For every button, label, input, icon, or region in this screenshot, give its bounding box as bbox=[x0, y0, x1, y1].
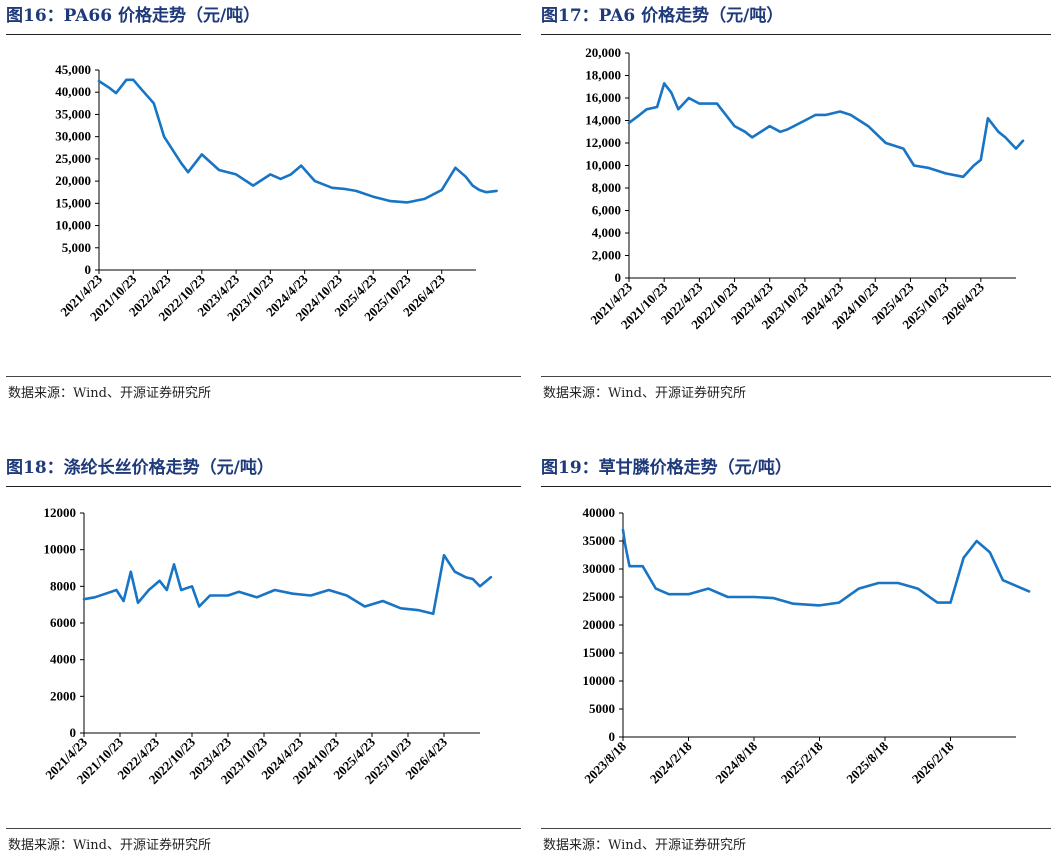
panel-polyester: 图18：涤纶长丝价格走势（元/吨） 0 2000 4000 6000 8000 10000… bbox=[6, 456, 521, 856]
title-rule bbox=[6, 34, 521, 35]
chart-title: 图17：PA6 价格走势（元/吨） bbox=[541, 6, 784, 26]
y-tick-label: 15000 bbox=[583, 645, 616, 660]
source-note: 数据来源：Wind、开源证券研究所 bbox=[543, 386, 746, 401]
x-tick-label: 2025/2/18 bbox=[778, 738, 826, 786]
chart-title: 图18：涤纶长丝价格走势（元/吨） bbox=[6, 458, 274, 478]
panel-pa6: 图17：PA6 价格走势（元/吨） 0 2,000 4,000 6,000 8,000 1… bbox=[541, 4, 1051, 404]
x-tick-label: 2024/8/18 bbox=[712, 738, 760, 786]
y-tick-label: 6000 bbox=[50, 615, 76, 630]
y-tick-label: 12000 bbox=[44, 505, 77, 520]
line-chart-pa6: 0 2,000 4,000 6,000 8,000 10,000 12,000 14,000 1… bbox=[585, 45, 1025, 332]
line-chart-glyphosate: 0 5000 10000 15000 20000 25000 30000 35000 40000… bbox=[581, 505, 1031, 786]
title-rule bbox=[541, 486, 1051, 487]
price-series-line bbox=[621, 528, 1031, 607]
y-tick-label: 5000 bbox=[589, 701, 615, 716]
y-tick-label: 16,000 bbox=[585, 90, 621, 105]
price-series-line bbox=[97, 78, 498, 204]
y-tick-label: 2000 bbox=[50, 688, 76, 703]
y-tick-label: 10000 bbox=[44, 542, 77, 557]
chart-title: 图19：草甘膦价格走势（元/吨） bbox=[541, 458, 792, 478]
y-tick-label: 35,000 bbox=[55, 106, 91, 121]
y-tick-label: 0 bbox=[609, 729, 616, 744]
y-tick-label: 14,000 bbox=[585, 113, 621, 128]
y-tick-label: 25000 bbox=[583, 589, 616, 604]
y-tick-label: 20000 bbox=[583, 617, 616, 632]
y-tick-label: 0 bbox=[615, 270, 622, 285]
y-tick-label: 4000 bbox=[50, 652, 76, 667]
y-tick-label: 20,000 bbox=[55, 173, 91, 188]
source-note: 数据来源：Wind、开源证券研究所 bbox=[543, 838, 746, 853]
y-tick-label: 15,000 bbox=[55, 195, 91, 210]
source-rule bbox=[6, 828, 521, 829]
price-series-line bbox=[627, 82, 1025, 179]
title-rule bbox=[541, 34, 1051, 35]
x-tick-label: 2025/8/18 bbox=[843, 738, 891, 786]
y-tick-label: 12,000 bbox=[585, 135, 621, 150]
y-tick-label: 35000 bbox=[583, 533, 616, 548]
y-tick-label: 25,000 bbox=[55, 151, 91, 166]
y-tick-label: 30000 bbox=[583, 561, 616, 576]
y-tick-label: 0 bbox=[85, 262, 92, 277]
y-tick-label: 6,000 bbox=[592, 203, 621, 218]
y-tick-label: 20,000 bbox=[585, 45, 621, 60]
y-tick-label: 40000 bbox=[583, 505, 616, 520]
source-rule bbox=[6, 376, 521, 377]
y-tick-label: 10,000 bbox=[55, 218, 91, 233]
y-tick-label: 0 bbox=[70, 725, 77, 740]
y-tick-label: 10,000 bbox=[585, 158, 621, 173]
x-tick-label: 2024/2/18 bbox=[647, 738, 695, 786]
y-tick-label: 45,000 bbox=[55, 62, 91, 77]
source-note: 数据来源：Wind、开源证券研究所 bbox=[8, 838, 211, 853]
source-note: 数据来源：Wind、开源证券研究所 bbox=[8, 386, 211, 401]
line-chart-polyester: 0200040006000800010000120002021/4/232021… bbox=[42, 505, 493, 787]
y-tick-label: 30,000 bbox=[55, 129, 91, 144]
y-tick-label: 8,000 bbox=[592, 180, 621, 195]
panel-glyphosate: 图19：草甘膦价格走势（元/吨） 0 5000 10000 15000 20000 250… bbox=[541, 456, 1051, 856]
y-tick-label: 8000 bbox=[50, 578, 76, 593]
y-tick-label: 10000 bbox=[583, 673, 616, 688]
y-tick-label: 4,000 bbox=[592, 225, 621, 240]
panel-pa66: 图16：PA66 价格走势（元/吨） 0 5,000 10,000 15,000 20,… bbox=[6, 4, 521, 404]
x-tick-label: 2023/8/18 bbox=[581, 738, 629, 786]
y-tick-label: 18,000 bbox=[585, 68, 621, 83]
price-series-line bbox=[82, 553, 493, 616]
source-rule bbox=[541, 828, 1051, 829]
y-tick-label: 2,000 bbox=[592, 248, 621, 263]
x-tick-label: 2026/2/18 bbox=[909, 738, 957, 786]
chart-title: 图16：PA66 价格走势（元/吨） bbox=[6, 6, 261, 26]
line-chart-pa66: 0 5,000 10,000 15,000 20,000 25,000 30,000 35,0… bbox=[55, 62, 498, 324]
source-rule bbox=[541, 376, 1051, 377]
title-rule bbox=[6, 486, 521, 487]
y-tick-label: 40,000 bbox=[55, 84, 91, 99]
y-tick-label: 5,000 bbox=[62, 240, 91, 255]
